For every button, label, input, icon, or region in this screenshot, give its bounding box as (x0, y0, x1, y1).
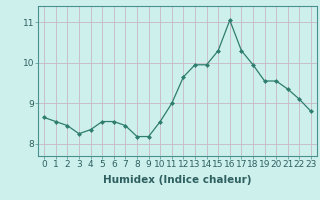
X-axis label: Humidex (Indice chaleur): Humidex (Indice chaleur) (103, 175, 252, 185)
